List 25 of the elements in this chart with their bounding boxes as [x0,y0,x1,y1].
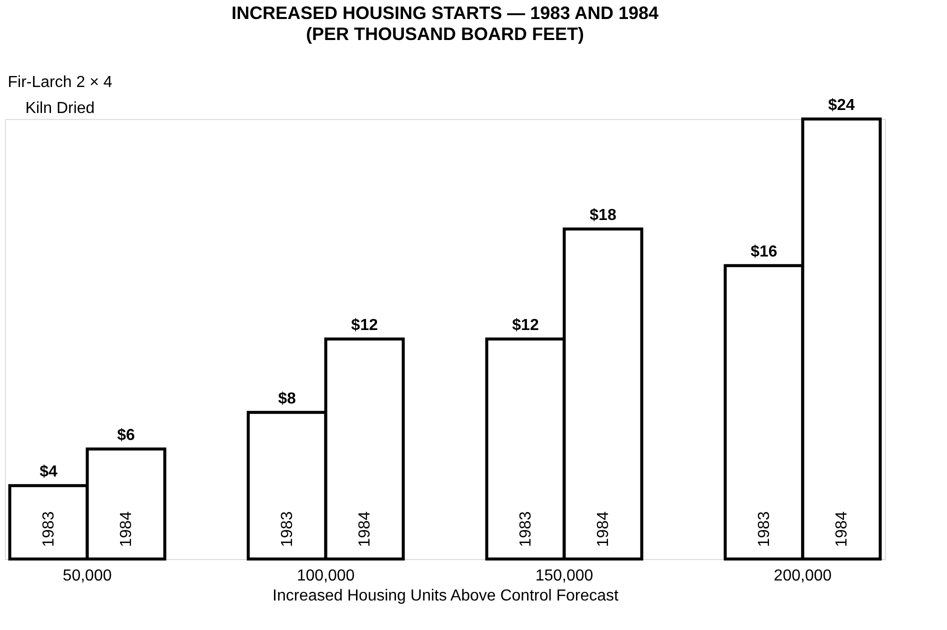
series-label: 1984 [118,511,136,547]
series-label: 1983 [40,511,58,547]
x-tick-label: 150,000 [535,568,594,584]
text: Fir-Larch 2 × 4 [8,74,112,91]
x-tick-label: 100,000 [296,568,355,584]
x-tick-label: 50,000 [62,568,112,584]
x-axis-title: Increased Housing Units Above Control Forecast [272,588,620,604]
text: 1984 [356,511,374,547]
data-label: $4 [40,464,58,481]
text: 1983 [517,511,534,547]
text: 1983 [756,511,773,547]
data-label: $12 [351,317,378,334]
text: 1984 [594,511,612,547]
text: 1984 [833,511,850,547]
data-label: $24 [828,97,855,114]
data-label: $8 [278,390,296,408]
text: 1983 [279,511,296,547]
x-tick-label: 200,000 [774,568,832,584]
text: Kiln Dried [25,100,95,117]
chart-subtitle: (PER THOUSAND BOARD FEET) [306,24,584,44]
data-label: $18 [590,207,616,224]
chart-title: INCREASED HOUSING STARTS — 1983 AND 1984 [231,3,659,23]
data-label: $6 [117,427,136,444]
data-label: $12 [512,317,539,334]
data-label: $16 [750,244,778,261]
